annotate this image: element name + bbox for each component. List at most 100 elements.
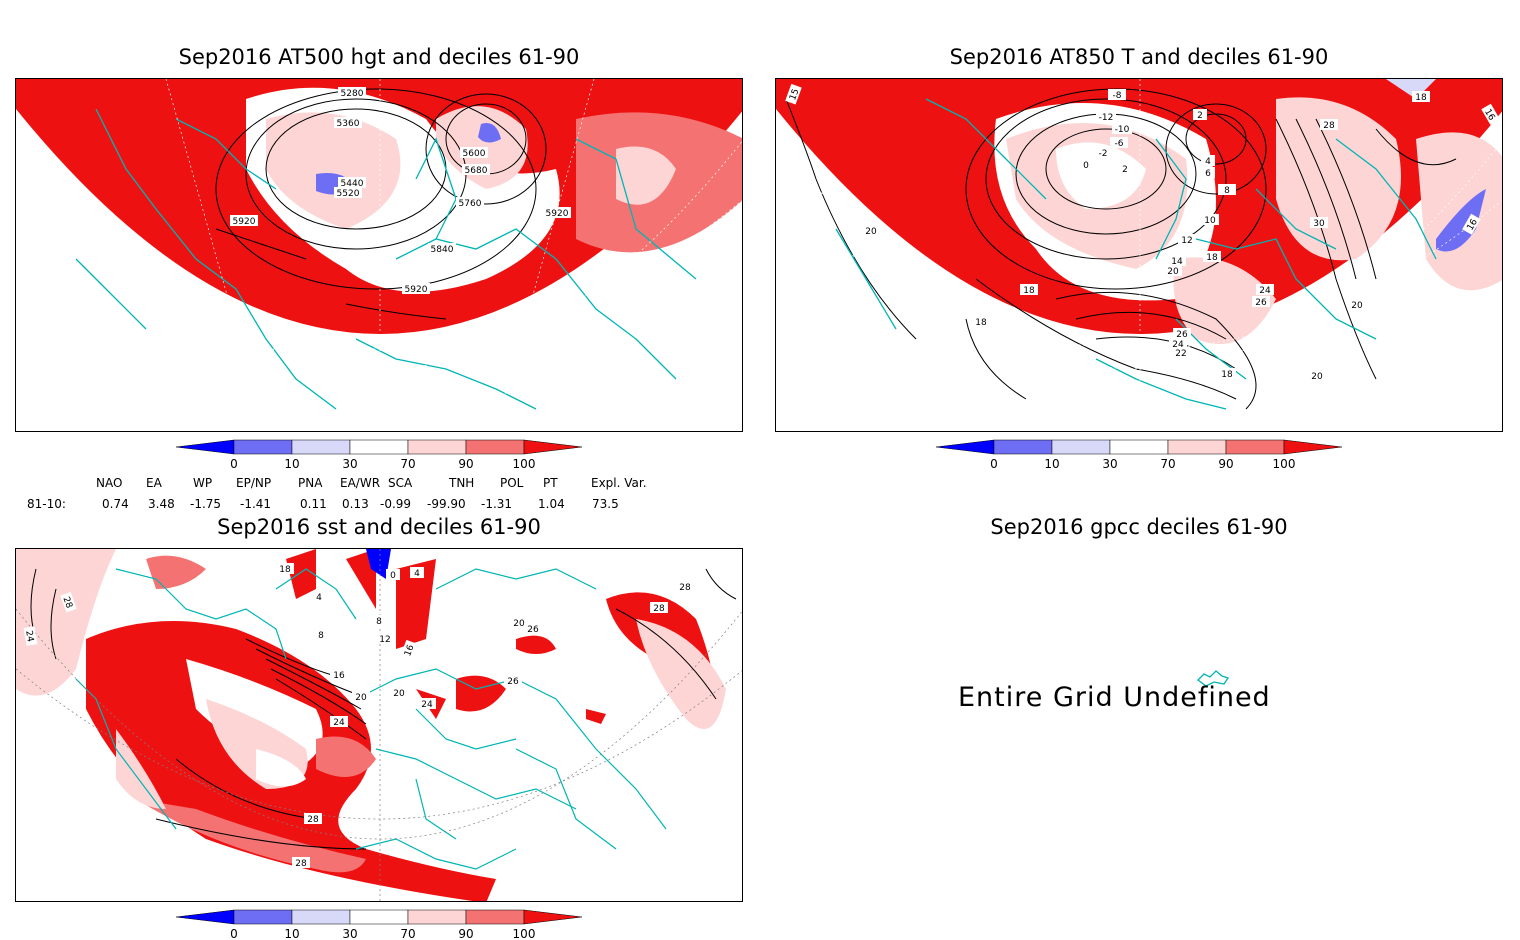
index-name: PT [543,476,558,490]
contour-label: 26 [1176,330,1188,340]
index-value: 0.74 [102,497,129,511]
colorbar-tick: 30 [342,927,357,940]
contour-label: 28 [295,859,307,869]
colorbar-tick: 10 [284,927,299,940]
index-value: -1.75 [190,497,222,511]
contour-label: 8 [318,631,324,641]
contour-label: 0 [390,571,396,581]
colorbar-tick: 10 [1044,457,1059,471]
contour-label: 18 [1221,370,1233,380]
contour-label: 18 [1023,286,1035,296]
index-value: 73.5 [592,497,619,511]
index-name: PNA [298,476,323,490]
contour-label: 22 [1175,349,1186,359]
index-value: 0.11 [300,497,327,511]
contour-label: 8 [1224,186,1230,196]
index-value: -0.99 [380,497,412,511]
contour-label: 16 [333,671,345,681]
panel2-map: -8 -12 -10 -6 0 -2 2 2 4 6 8 10 12 14 18… [775,78,1503,432]
colorbar-top-left: 0 10 30 70 90 100 [175,439,583,471]
colorbar-tick: 30 [1102,457,1117,471]
contour-label: 26 [507,677,519,687]
index-name: TNH [449,476,475,490]
contour-label: 5760 [459,199,482,209]
contour-label: 28 [653,604,665,614]
contour-label: 2 [1197,111,1203,121]
contour-label: 2 [1122,165,1128,175]
index-row-label: 81-10: [27,497,66,511]
contour-label: 20 [513,619,525,629]
contour-label: 30 [1313,219,1325,229]
index-name: EP/NP [236,476,272,490]
index-name: EA [146,476,162,490]
contour-label: 5600 [463,149,486,159]
contour-label: 18 [279,565,291,575]
contour-label: 14 [1171,257,1183,267]
index-value: -1.31 [481,497,513,511]
colorbar-tick: 100 [513,457,536,471]
colorbar-tick: 30 [342,457,357,471]
index-name: Expl. Var. [591,476,647,490]
colorbar-tick: 90 [1218,457,1233,471]
contour-label: 28 [1323,121,1335,131]
colorbar-tick: 0 [990,457,998,471]
contour-label: 24 [421,700,433,710]
contour-label: -10 [1115,125,1130,135]
contour-label: 24 [1172,340,1184,350]
contour-label: 6 [1205,169,1211,179]
index-value: 1.04 [538,497,565,511]
contour-label: -6 [1115,139,1124,149]
colorbar-tick: 0 [230,457,238,471]
contour-label: 28 [60,596,73,610]
contour-label: 20 [1167,267,1179,277]
colorbar-tick: 100 [513,927,536,940]
contour-label: 20 [1351,301,1363,311]
contour-label: 18 [1415,93,1427,103]
contour-label: 5920 [233,217,256,227]
index-name: NAO [96,476,123,490]
contour-label: 24 [333,718,345,728]
index-value: 0.13 [342,497,369,511]
contour-label: 26 [527,625,539,635]
contour-label: 20 [355,693,367,703]
contour-label: 5360 [337,119,360,129]
index-value: -1.41 [240,497,272,511]
panel2-title: Sep2016 AT850 T and deciles 61-90 [949,45,1329,69]
index-name: POL [500,476,524,490]
colorbar-tick: 70 [400,457,415,471]
coastline-fragment-icon [1197,670,1230,687]
index-name: SCA [388,476,413,490]
panel1-title: Sep2016 AT500 hgt and deciles 61-90 [178,45,580,69]
contour-label: 26 [1255,298,1267,308]
colorbar-tick: 90 [458,457,473,471]
contour-label: 8 [376,617,382,627]
contour-label: -2 [1099,149,1108,159]
contour-label: 4 [1205,157,1211,167]
contour-label: 24 [23,630,35,643]
contour-label: 15 [788,88,801,102]
contour-label: 10 [1204,216,1216,226]
contour-label: 24 [1259,286,1271,296]
contour-label: 5840 [431,245,454,255]
contour-label: 28 [679,583,691,593]
contour-label: 18 [1206,253,1218,263]
contour-label: 5680 [465,166,488,176]
contour-label: -12 [1099,113,1114,123]
contour-label: 0 [1083,161,1089,171]
panel4-title: Sep2016 gpcc deciles 61-90 [990,515,1288,539]
contour-label: 28 [307,815,319,825]
contour-label: 5920 [546,209,569,219]
colorbar-bottom-left: 0 10 30 70 90 100 [175,909,583,940]
contour-label: 16 [403,643,416,657]
undefined-grid-message: Entire Grid Undefined [958,682,1271,713]
contour-label: 12 [1181,236,1192,246]
index-value: -99.90 [427,497,466,511]
panel3-map: 28 24 18 4 8 8 12 16 16 20 20 24 24 28 2… [15,548,743,902]
colorbar-tick: 70 [400,927,415,940]
contour-label: 5440 [341,179,364,189]
colorbar-top-right: 0 10 30 70 90 100 [935,439,1343,471]
colorbar-tick: 90 [458,927,473,940]
contour-label: 20 [393,689,405,699]
colorbar-tick: 0 [230,927,238,940]
contour-label: 5280 [341,89,364,99]
